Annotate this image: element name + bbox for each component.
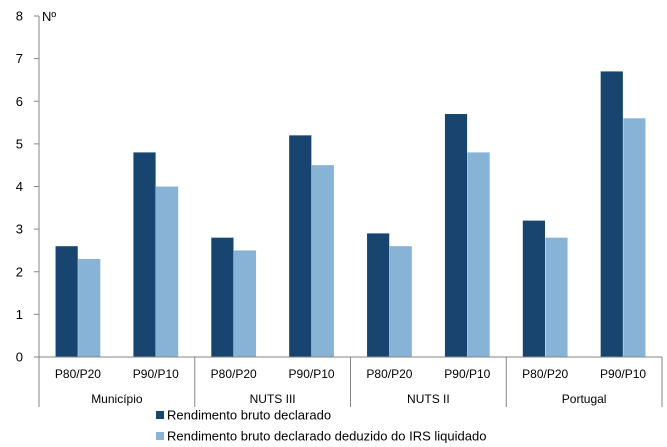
bar <box>522 220 545 357</box>
group-label: NUTS III <box>250 392 296 406</box>
bars <box>55 71 646 357</box>
category-label: P90/P10 <box>133 367 179 381</box>
y-tick-label: 0 <box>16 350 23 365</box>
group-label: NUTS II <box>407 392 450 406</box>
bar <box>311 165 334 357</box>
category-label: P90/P10 <box>600 367 646 381</box>
category-label: P90/P10 <box>289 367 335 381</box>
y-unit-label: Nº <box>42 9 56 24</box>
y-tick-label: 3 <box>16 222 23 237</box>
category-label: P80/P20 <box>211 367 257 381</box>
bar <box>623 118 646 357</box>
y-tick-label: 1 <box>16 307 23 322</box>
category-label: P80/P20 <box>522 367 568 381</box>
bar <box>156 186 179 357</box>
bar <box>55 246 78 357</box>
group-label: Município <box>91 392 143 406</box>
bar <box>78 258 101 357</box>
y-tick-label: 4 <box>16 179 23 194</box>
legend: Rendimento bruto declarado Rendimento bru… <box>156 408 486 444</box>
bar <box>211 237 234 357</box>
legend-swatch <box>156 432 164 440</box>
bar <box>467 152 490 357</box>
bar <box>545 237 568 357</box>
legend-label: Rendimento bruto declarado <box>167 408 331 423</box>
y-tick-label: 2 <box>16 264 23 279</box>
category-label: P80/P20 <box>55 367 101 381</box>
bar <box>289 135 312 357</box>
legend-swatch <box>156 411 164 419</box>
bar <box>133 152 156 357</box>
category-label: P90/P10 <box>444 367 490 381</box>
bar <box>389 246 412 357</box>
category-label: P80/P20 <box>366 367 412 381</box>
y-tick-label: 6 <box>16 94 23 109</box>
group-label: Portugal <box>562 392 607 406</box>
y-axis: 0 1 2 3 4 5 6 7 8 <box>16 9 40 365</box>
bar <box>233 250 257 357</box>
bar <box>367 233 390 357</box>
x-axis: P80/P20 P90/P10 Município P80/P20 P90/P10 NUT… <box>38 356 663 407</box>
y-tick-label: 8 <box>16 9 23 24</box>
y-tick-label: 7 <box>16 51 23 66</box>
legend-label: Rendimento bruto declarado deduzido do I… <box>167 429 486 444</box>
y-tick-label: 5 <box>16 136 23 151</box>
bar <box>600 71 623 357</box>
bar <box>444 114 468 357</box>
